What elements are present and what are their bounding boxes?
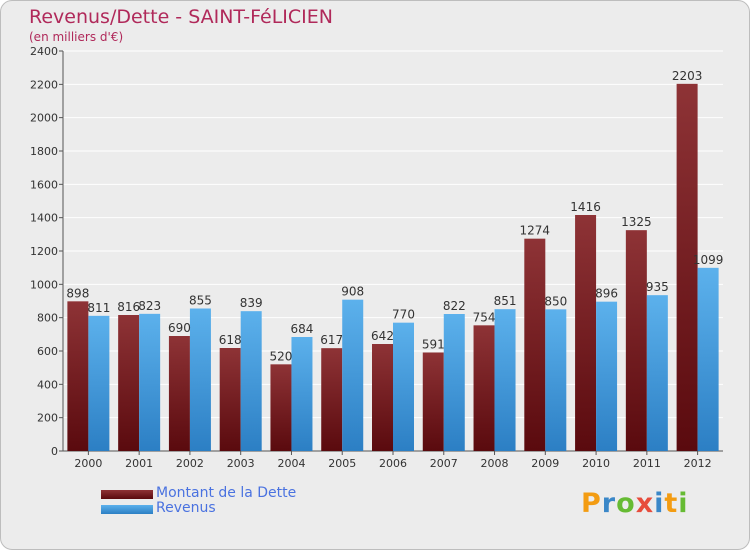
- bar-dette-2008: [473, 325, 495, 451]
- data-label-revenus-2006: 770: [392, 308, 415, 322]
- x-tick-label-2004: 2004: [277, 457, 305, 470]
- x-tick-label-2007: 2007: [430, 457, 458, 470]
- bar-revenus-2011: [646, 295, 668, 451]
- y-tick-label: 200: [37, 412, 58, 425]
- x-tick-label-2002: 2002: [176, 457, 204, 470]
- x-tick-label-2000: 2000: [74, 457, 102, 470]
- x-tick-label-2001: 2001: [125, 457, 153, 470]
- x-tick-label-2012: 2012: [684, 457, 712, 470]
- y-tick-label: 400: [37, 378, 58, 391]
- bar-dette-2011: [625, 230, 647, 451]
- data-label-revenus-2012: 1099: [693, 253, 724, 267]
- data-label-dette-2006: 642: [371, 329, 394, 343]
- y-tick-label: 2400: [30, 45, 58, 58]
- bar-dette-2004: [270, 364, 292, 451]
- proxiti-logo: Proxiti: [581, 488, 689, 519]
- data-label-dette-2001: 816: [117, 300, 140, 314]
- data-label-revenus-2002: 855: [189, 294, 212, 308]
- data-label-dette-2003: 618: [219, 333, 242, 347]
- bar-revenus-2005: [342, 299, 364, 451]
- data-label-dette-2002: 690: [168, 321, 191, 335]
- logo-letter: o: [616, 488, 636, 519]
- data-label-dette-2009: 1274: [520, 224, 551, 238]
- y-tick-label: 2000: [30, 112, 58, 125]
- data-label-revenus-2000: 811: [87, 301, 110, 315]
- y-tick-label: 1800: [30, 145, 58, 158]
- data-label-revenus-2009: 850: [544, 294, 567, 308]
- data-label-revenus-2007: 822: [443, 299, 466, 313]
- data-label-revenus-2008: 851: [494, 294, 517, 308]
- data-label-revenus-2010: 896: [595, 287, 618, 301]
- logo-letter: t: [664, 488, 679, 519]
- data-label-dette-2005: 617: [320, 333, 343, 347]
- data-label-dette-2004: 520: [270, 349, 293, 363]
- y-tick-label: 1600: [30, 178, 58, 191]
- data-label-revenus-2011: 935: [646, 280, 669, 294]
- bar-revenus-2012: [697, 267, 719, 451]
- data-label-dette-2012: 2203: [672, 69, 703, 83]
- bar-dette-2000: [67, 301, 89, 451]
- bar-dette-2002: [168, 336, 190, 451]
- y-tick-label: 1400: [30, 212, 58, 225]
- bar-dette-2006: [372, 344, 393, 451]
- y-tick-label: 1000: [30, 278, 58, 291]
- data-label-dette-2011: 1325: [621, 215, 652, 229]
- x-tick-label-2011: 2011: [633, 457, 661, 470]
- data-label-revenus-2005: 908: [341, 285, 364, 299]
- data-label-revenus-2003: 839: [240, 296, 263, 310]
- logo-letter: i: [654, 488, 665, 519]
- logo-letter: i: [678, 488, 689, 519]
- bar-revenus-2007: [443, 314, 465, 451]
- axes: 0 200 400 600 800 1000 1200 1400 1600 1800 2000 220…: [30, 45, 723, 470]
- data-label-dette-2008: 754: [473, 310, 496, 324]
- bar-revenus-2008: [494, 309, 516, 451]
- data-label-revenus-2004: 684: [291, 322, 314, 336]
- x-tick-label-2006: 2006: [379, 457, 407, 470]
- legend-label-dette: Montant de la Dette: [156, 485, 297, 501]
- bar-revenus-2006: [393, 322, 414, 451]
- bar-dette-2001: [118, 315, 140, 451]
- bar-revenus-2009: [545, 309, 567, 451]
- data-label-dette-2010: 1416: [570, 200, 601, 214]
- legend-label-revenus: Revenus: [156, 500, 216, 516]
- legend-swatch-dette: [101, 490, 153, 499]
- bar-revenus-2004: [291, 337, 313, 451]
- bar-dette-2003: [219, 348, 241, 451]
- data-label-dette-2007: 591: [422, 338, 445, 352]
- x-tick-label-2005: 2005: [328, 457, 356, 470]
- bar-revenus-2010: [596, 301, 618, 451]
- bar-dette-2010: [575, 215, 597, 451]
- bar-dette-2009: [524, 238, 546, 451]
- data-label-dette-2000: 898: [66, 286, 89, 300]
- bar-dette-2005: [321, 348, 343, 451]
- legend-swatch-revenus: [101, 505, 153, 514]
- logo-letter: r: [601, 488, 617, 519]
- bar-revenus-2002: [189, 308, 211, 451]
- bar-dette-2012: [676, 83, 698, 451]
- chart-title: Revenus/Dette - SAINT-FéLICIEN: [29, 6, 333, 28]
- y-tick-label: 2200: [30, 78, 58, 91]
- logo-letter: x: [635, 488, 655, 519]
- x-tick-label-2010: 2010: [582, 457, 610, 470]
- bar-revenus-2003: [240, 311, 262, 451]
- data-label-revenus-2001: 823: [138, 299, 161, 313]
- chart-subtitle: (en milliers d'€): [29, 30, 124, 44]
- y-tick-label: 800: [37, 312, 58, 325]
- bars: [67, 83, 719, 451]
- bar-revenus-2000: [88, 315, 110, 451]
- logo-letter: P: [581, 488, 602, 519]
- y-tick-label: 0: [51, 445, 58, 458]
- y-tick-label: 1200: [30, 245, 58, 258]
- x-tick-label-2003: 2003: [227, 457, 255, 470]
- x-tick-label-2008: 2008: [481, 457, 509, 470]
- bar-revenus-2001: [139, 313, 161, 451]
- y-tick-label: 600: [37, 345, 58, 358]
- bar-dette-2007: [422, 352, 444, 451]
- x-tick-label-2009: 2009: [531, 457, 559, 470]
